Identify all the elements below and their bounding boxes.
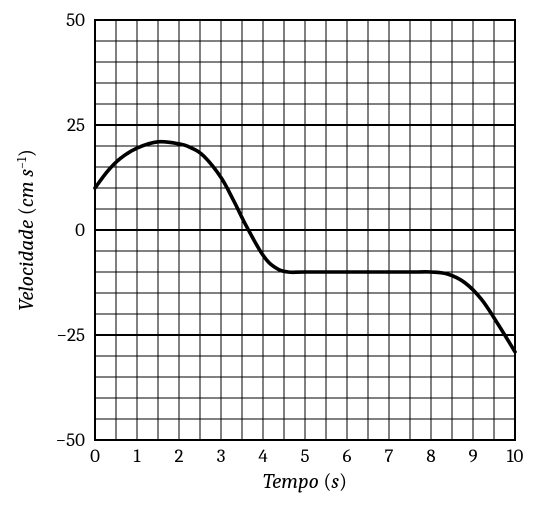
x-tick-label: 8 [426, 445, 435, 467]
x-tick-label: 5 [300, 445, 309, 467]
x-tick-label: 7 [385, 445, 394, 467]
y-tick-label: 25 [67, 114, 85, 136]
chart-svg: 0 1 2 3 4 5 6 7 8 9 10 −50 −25 0 25 50 Tempo (s) Velocida… [0, 0, 547, 519]
x-tick-label: 10 [507, 445, 524, 467]
y-axis-label: Velocidade (cm s−1) [15, 149, 39, 311]
x-tick-label: 9 [468, 445, 477, 467]
velocity-time-chart: 0 1 2 3 4 5 6 7 8 9 10 −50 −25 0 25 50 Tempo (s) Velocida… [0, 0, 547, 519]
x-tick-label: 6 [343, 445, 352, 467]
y-tick-label: −50 [56, 429, 86, 451]
x-axis-label: Tempo (s) [263, 470, 347, 494]
x-tick-label: 2 [175, 445, 184, 467]
y-tick-label: 0 [75, 219, 85, 241]
x-tick-label: 1 [134, 445, 142, 467]
x-tick-label: 4 [258, 445, 268, 467]
y-tick-label: 50 [66, 9, 85, 31]
x-tick-label: 3 [217, 445, 226, 467]
y-tick-label: −25 [56, 324, 85, 346]
x-tick-label: 0 [90, 445, 100, 467]
